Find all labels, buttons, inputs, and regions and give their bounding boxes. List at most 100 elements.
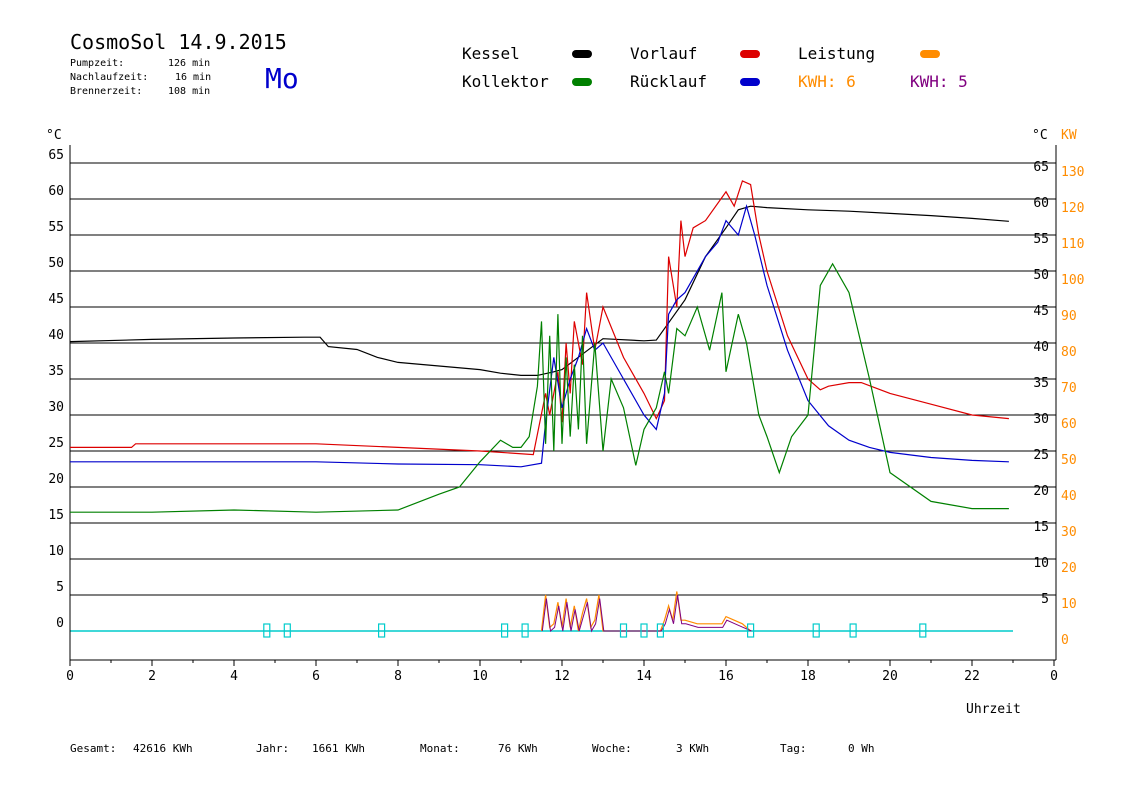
x-tick-label-0: 0 xyxy=(66,669,74,684)
y2-label-50: 50 xyxy=(1061,453,1077,468)
x-tick-label-10: 20 xyxy=(882,669,898,684)
pump-marker-11 xyxy=(919,623,927,638)
y2-label-110: 110 xyxy=(1061,237,1084,252)
y-right-label-50: 50 xyxy=(1033,268,1049,283)
x-tick-label-7: 14 xyxy=(636,669,652,684)
y-left-label-45: 45 xyxy=(48,292,64,307)
y-left-label-40: 40 xyxy=(48,328,64,343)
y-right-label-65: 65 xyxy=(1033,160,1049,175)
y-left-label-15: 15 xyxy=(48,508,64,523)
y-right-label-15: 15 xyxy=(1033,520,1049,535)
y2-label-20: 20 xyxy=(1061,561,1077,576)
footer-tag-value: 0 Wh xyxy=(848,742,875,755)
right-axis-unit-kw: KW xyxy=(1061,128,1077,143)
legend-kessel-label: Kessel xyxy=(462,44,520,63)
y-left-label-10: 10 xyxy=(48,544,64,559)
y-left-label-60: 60 xyxy=(48,184,64,199)
series-kessel xyxy=(69,205,1009,376)
y2-label-70: 70 xyxy=(1061,381,1077,396)
x-tick-label-5: 10 xyxy=(472,669,488,684)
pump-marker-5 xyxy=(619,623,628,638)
legend-ruecklauf-label: Rücklauf xyxy=(630,72,708,91)
legend-vorlauf-swatch xyxy=(740,50,760,58)
footer-tag-label: Tag: xyxy=(780,742,807,755)
pump-marker-7 xyxy=(656,623,665,638)
stat-pumpzeit-label: Pumpzeit: xyxy=(70,58,125,69)
pump-marker-0 xyxy=(263,623,271,638)
x-tick-label-6: 12 xyxy=(554,669,570,684)
y2-label-90: 90 xyxy=(1061,309,1077,324)
pump-marker-10 xyxy=(849,623,857,638)
y-right-label-30: 30 xyxy=(1033,412,1049,427)
x-tick-label-9: 18 xyxy=(800,669,816,684)
pump-marker-6 xyxy=(640,623,648,638)
y-left-label-25: 25 xyxy=(48,436,64,451)
y2-label-40: 40 xyxy=(1061,489,1077,504)
footer-monat-value: 76 KWh xyxy=(498,742,538,755)
footer-jahr-label: Jahr: xyxy=(256,742,290,755)
y-left-label-30: 30 xyxy=(48,400,64,415)
y-left-label-0: 0 xyxy=(56,616,64,631)
y-left-label-35: 35 xyxy=(48,364,64,379)
y2-label-120: 120 xyxy=(1061,201,1084,216)
series-vorlauf xyxy=(70,180,1009,456)
x-tick-label-2: 4 xyxy=(230,669,238,684)
pump-marker-8 xyxy=(746,623,755,638)
y-right-label-25: 25 xyxy=(1033,448,1049,463)
y-right-label-45: 45 xyxy=(1033,304,1049,319)
series-leistung xyxy=(540,591,751,632)
footer-monat-label: Monat: xyxy=(420,742,460,755)
stat-brennerzeit-label: Brennerzeit: xyxy=(70,86,143,97)
y-left-label-55: 55 xyxy=(48,220,64,235)
legend-kollektor-swatch xyxy=(572,78,592,86)
x-tick-label-1: 2 xyxy=(148,669,156,684)
y-right-label-5: 5 xyxy=(1041,592,1049,607)
x-tick-label-11: 22 xyxy=(964,669,980,684)
stat-nachlaufzeit-label: Nachlaufzeit: xyxy=(70,72,149,83)
footer-gesamt-value: 42616 KWh xyxy=(133,742,193,755)
x-tick-label-4: 8 xyxy=(394,669,402,684)
kwh-orange-label: KWH: 6 xyxy=(798,72,856,91)
x-tick-label-8: 16 xyxy=(718,669,734,684)
y-right-label-20: 20 xyxy=(1033,484,1049,499)
y-left-label-65: 65 xyxy=(48,148,64,163)
legend-ruecklauf-swatch xyxy=(740,78,760,86)
x-tick-label-12: 0 xyxy=(1050,669,1058,684)
chart-title: CosmoSol 14.9.2015 xyxy=(70,30,287,54)
y-right-label-60: 60 xyxy=(1033,196,1049,211)
series-leistung-kwh xyxy=(541,594,752,633)
footer-woche-value: 3 KWh xyxy=(676,742,710,755)
y2-label-30: 30 xyxy=(1061,525,1077,540)
left-axis-unit: °C xyxy=(46,128,62,143)
x-tick-label-3: 6 xyxy=(312,669,320,684)
pump-marker-2 xyxy=(378,623,386,638)
legend-kessel-swatch xyxy=(572,50,592,58)
y-right-label-40: 40 xyxy=(1033,340,1049,355)
legend-leistung-swatch xyxy=(920,50,940,58)
x-axis-label: Uhrzeit xyxy=(966,702,1021,717)
legend-kollektor-label: Kollektor xyxy=(462,72,549,91)
y-left-label-20: 20 xyxy=(48,472,64,487)
stat-nachlaufzeit-value: 16 min xyxy=(175,72,212,83)
footer-gesamt-label: Gesamt: xyxy=(70,742,117,755)
y-right-label-55: 55 xyxy=(1033,232,1049,247)
right-axis-unit-c: °C xyxy=(1032,128,1048,143)
y2-label-100: 100 xyxy=(1061,273,1084,288)
y2-label-10: 10 xyxy=(1061,597,1077,612)
pump-marker-1 xyxy=(283,623,291,638)
y2-label-60: 60 xyxy=(1061,417,1077,432)
legend-leistung-label: Leistung xyxy=(798,44,876,63)
pump-marker-9 xyxy=(812,623,820,638)
kwh-purple-label: KWH: 5 xyxy=(910,72,968,91)
stat-brennerzeit-value: 108 min xyxy=(168,86,211,97)
legend-vorlauf-label: Vorlauf xyxy=(630,44,698,63)
y-left-label-5: 5 xyxy=(56,580,64,595)
pump-marker-3 xyxy=(501,623,509,638)
footer-jahr-value: 1661 KWh xyxy=(312,742,365,755)
y2-label-0: 0 xyxy=(1061,633,1069,648)
y-right-label-35: 35 xyxy=(1033,376,1049,391)
series-ruecklauf xyxy=(70,204,1009,468)
y-right-label-10: 10 xyxy=(1033,556,1049,571)
footer-woche-label: Woche: xyxy=(592,742,632,755)
